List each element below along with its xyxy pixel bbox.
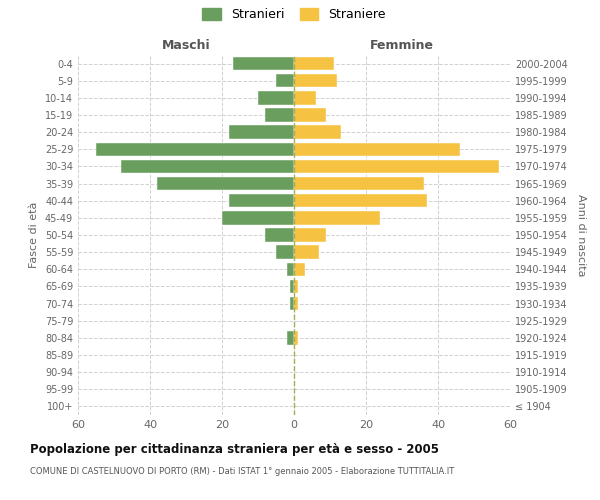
Bar: [265, 108, 294, 122]
Text: Femmine: Femmine: [370, 38, 434, 52]
Bar: [294, 246, 319, 259]
Bar: [294, 160, 499, 173]
Bar: [294, 194, 427, 207]
Bar: [258, 91, 294, 104]
Legend: Stranieri, Straniere: Stranieri, Straniere: [200, 6, 388, 24]
Bar: [294, 126, 341, 139]
Bar: [96, 142, 294, 156]
Bar: [287, 331, 294, 344]
Bar: [229, 126, 294, 139]
Bar: [294, 108, 326, 122]
Bar: [157, 177, 294, 190]
Bar: [233, 57, 294, 70]
Bar: [121, 160, 294, 173]
Bar: [265, 228, 294, 241]
Bar: [294, 262, 305, 276]
Text: COMUNE DI CASTELNUOVO DI PORTO (RM) - Dati ISTAT 1° gennaio 2005 - Elaborazione : COMUNE DI CASTELNUOVO DI PORTO (RM) - Da…: [30, 468, 454, 476]
Bar: [276, 74, 294, 88]
Text: Maschi: Maschi: [161, 38, 211, 52]
Bar: [276, 246, 294, 259]
Bar: [229, 194, 294, 207]
Bar: [290, 280, 294, 293]
Bar: [294, 74, 337, 88]
Bar: [222, 211, 294, 224]
Text: Popolazione per cittadinanza straniera per età e sesso - 2005: Popolazione per cittadinanza straniera p…: [30, 442, 439, 456]
Bar: [294, 177, 424, 190]
Bar: [287, 262, 294, 276]
Y-axis label: Fasce di età: Fasce di età: [29, 202, 39, 268]
Bar: [294, 331, 298, 344]
Bar: [294, 57, 334, 70]
Bar: [294, 228, 326, 241]
Bar: [294, 280, 298, 293]
Bar: [294, 91, 316, 104]
Bar: [290, 297, 294, 310]
Bar: [294, 211, 380, 224]
Y-axis label: Anni di nascita: Anni di nascita: [576, 194, 586, 276]
Bar: [294, 142, 460, 156]
Bar: [294, 297, 298, 310]
